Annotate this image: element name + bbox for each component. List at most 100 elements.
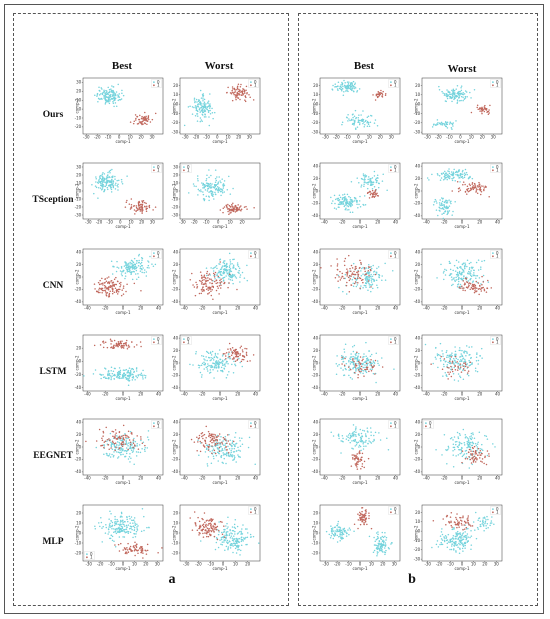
point-class-0: [343, 205, 346, 208]
point-class-0: [214, 183, 216, 186]
point-class-0: [105, 526, 108, 529]
point-class-0: [129, 447, 132, 450]
point-class-1: [214, 439, 216, 442]
point-class-0: [113, 266, 115, 268]
point-class-0: [127, 442, 130, 444]
point-class-0: [211, 357, 214, 360]
point-class-0: [210, 184, 212, 187]
point-class-0: [106, 180, 108, 183]
legend: 01: [490, 79, 501, 88]
point-class-0: [215, 355, 218, 358]
point-class-0: [124, 264, 127, 266]
x-tick-label: -10: [108, 562, 115, 567]
point-class-0: [205, 267, 208, 269]
point-class-0: [241, 528, 243, 530]
point-class-0: [201, 111, 204, 113]
point-class-0: [359, 122, 361, 124]
point-class-1: [223, 536, 226, 538]
point-class-1: [137, 552, 139, 555]
y-tick-label: 10: [76, 180, 82, 185]
point-class-1: [490, 287, 493, 289]
point-class-1: [340, 277, 343, 279]
point-class-1: [467, 283, 470, 285]
y-tick-label: 0: [79, 188, 82, 193]
point-class-1: [226, 206, 228, 209]
point-class-1: [101, 287, 104, 290]
point-class-0: [346, 193, 349, 196]
point-class-0: [222, 279, 225, 281]
legend: 01: [248, 250, 259, 259]
point-class-0: [450, 273, 453, 275]
point-class-0: [223, 541, 225, 543]
tsne-plot-b-ours-worst: -30 -20 -10 0 10 20 30 -30 -20 -10 0 10 20 comp-1 comp…: [414, 77, 504, 144]
point-class-0: [198, 454, 200, 457]
point-class-0: [448, 168, 450, 170]
point-class-0: [97, 97, 100, 100]
point-class-0: [366, 278, 369, 280]
point-class-0: [476, 352, 478, 354]
point-class-0: [351, 361, 354, 364]
x-tick-label: 20: [240, 220, 246, 225]
point-class-0: [105, 178, 108, 180]
point-class-1: [127, 435, 129, 438]
point-class-1: [237, 97, 239, 99]
y-tick-label: -40: [172, 299, 179, 304]
legend-label-1: 1: [157, 168, 160, 173]
point-class-1: [350, 275, 352, 277]
point-class-0: [459, 266, 461, 268]
point-class-0: [220, 454, 223, 457]
y-axis-label: comp-2: [75, 525, 80, 541]
x-axis-label: comp-1: [212, 396, 228, 401]
point-class-1: [200, 274, 203, 277]
legend-marker-1: [250, 84, 252, 87]
point-class-1: [216, 285, 219, 288]
point-class-0: [210, 194, 213, 196]
point-class-1: [380, 89, 382, 92]
point-class-1: [198, 279, 201, 282]
point-class-1: [359, 356, 362, 358]
point-class-1: [363, 267, 366, 269]
point-class-0: [442, 92, 444, 94]
point-class-0: [216, 176, 218, 178]
point-class-1: [217, 275, 220, 278]
point-class-0: [247, 446, 250, 449]
point-class-0: [108, 94, 111, 97]
point-class-0: [370, 290, 372, 293]
point-class-1: [115, 446, 117, 448]
point-class-0: [237, 538, 239, 540]
point-class-0: [458, 272, 461, 275]
point-class-0: [142, 369, 144, 372]
x-tick-label: 30: [155, 562, 161, 567]
point-class-0: [443, 175, 446, 178]
point-class-0: [100, 374, 102, 376]
point-class-0: [214, 278, 216, 280]
legend: 01: [490, 164, 501, 173]
legend-marker-1: [492, 169, 494, 172]
point-class-0: [220, 181, 222, 184]
point-class-1: [143, 116, 145, 119]
point-class-0: [240, 530, 242, 533]
point-class-0: [448, 170, 450, 173]
point-class-0: [136, 523, 138, 525]
point-class-0: [462, 96, 464, 99]
point-class-0: [365, 341, 367, 344]
point-class-0: [107, 369, 110, 372]
point-class-0: [103, 185, 105, 187]
point-class-0: [428, 179, 430, 181]
point-class-1: [208, 519, 211, 521]
point-class-0: [442, 272, 445, 274]
point-class-1: [367, 269, 370, 272]
point-class-0: [230, 535, 233, 537]
point-class-1: [98, 289, 100, 291]
legend-label-0: 0: [394, 164, 397, 169]
point-class-0: [467, 280, 470, 282]
point-class-0: [452, 372, 455, 375]
point-class-0: [452, 125, 454, 127]
point-class-0: [114, 178, 116, 180]
point-class-0: [108, 88, 111, 91]
point-class-1: [142, 118, 145, 120]
point-class-0: [110, 370, 112, 372]
point-class-0: [352, 113, 354, 115]
point-class-1: [235, 208, 237, 210]
y-tick-label: -40: [75, 385, 82, 390]
